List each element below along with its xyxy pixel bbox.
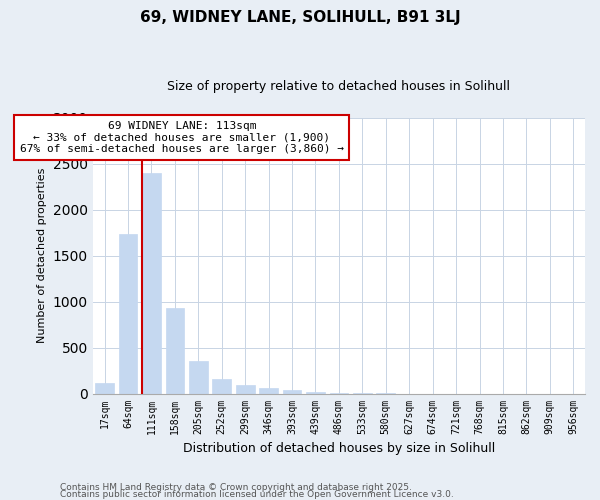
Bar	[329, 392, 349, 394]
Bar	[212, 380, 231, 394]
Bar	[259, 388, 278, 394]
Y-axis label: Number of detached properties: Number of detached properties	[37, 168, 47, 344]
X-axis label: Distribution of detached houses by size in Solihull: Distribution of detached houses by size …	[183, 442, 495, 455]
Bar	[236, 386, 254, 394]
Bar	[306, 392, 325, 394]
Text: 69 WIDNEY LANE: 113sqm
← 33% of detached houses are smaller (1,900)
67% of semi-: 69 WIDNEY LANE: 113sqm ← 33% of detached…	[20, 121, 344, 154]
Bar	[166, 308, 184, 394]
Text: Contains HM Land Registry data © Crown copyright and database right 2025.: Contains HM Land Registry data © Crown c…	[60, 484, 412, 492]
Text: Contains public sector information licensed under the Open Government Licence v3: Contains public sector information licen…	[60, 490, 454, 499]
Bar	[119, 234, 137, 394]
Bar	[189, 362, 208, 394]
Bar	[283, 390, 301, 394]
Bar	[95, 382, 114, 394]
Text: 69, WIDNEY LANE, SOLIHULL, B91 3LJ: 69, WIDNEY LANE, SOLIHULL, B91 3LJ	[140, 10, 460, 25]
Title: Size of property relative to detached houses in Solihull: Size of property relative to detached ho…	[167, 80, 511, 93]
Bar	[142, 173, 161, 394]
